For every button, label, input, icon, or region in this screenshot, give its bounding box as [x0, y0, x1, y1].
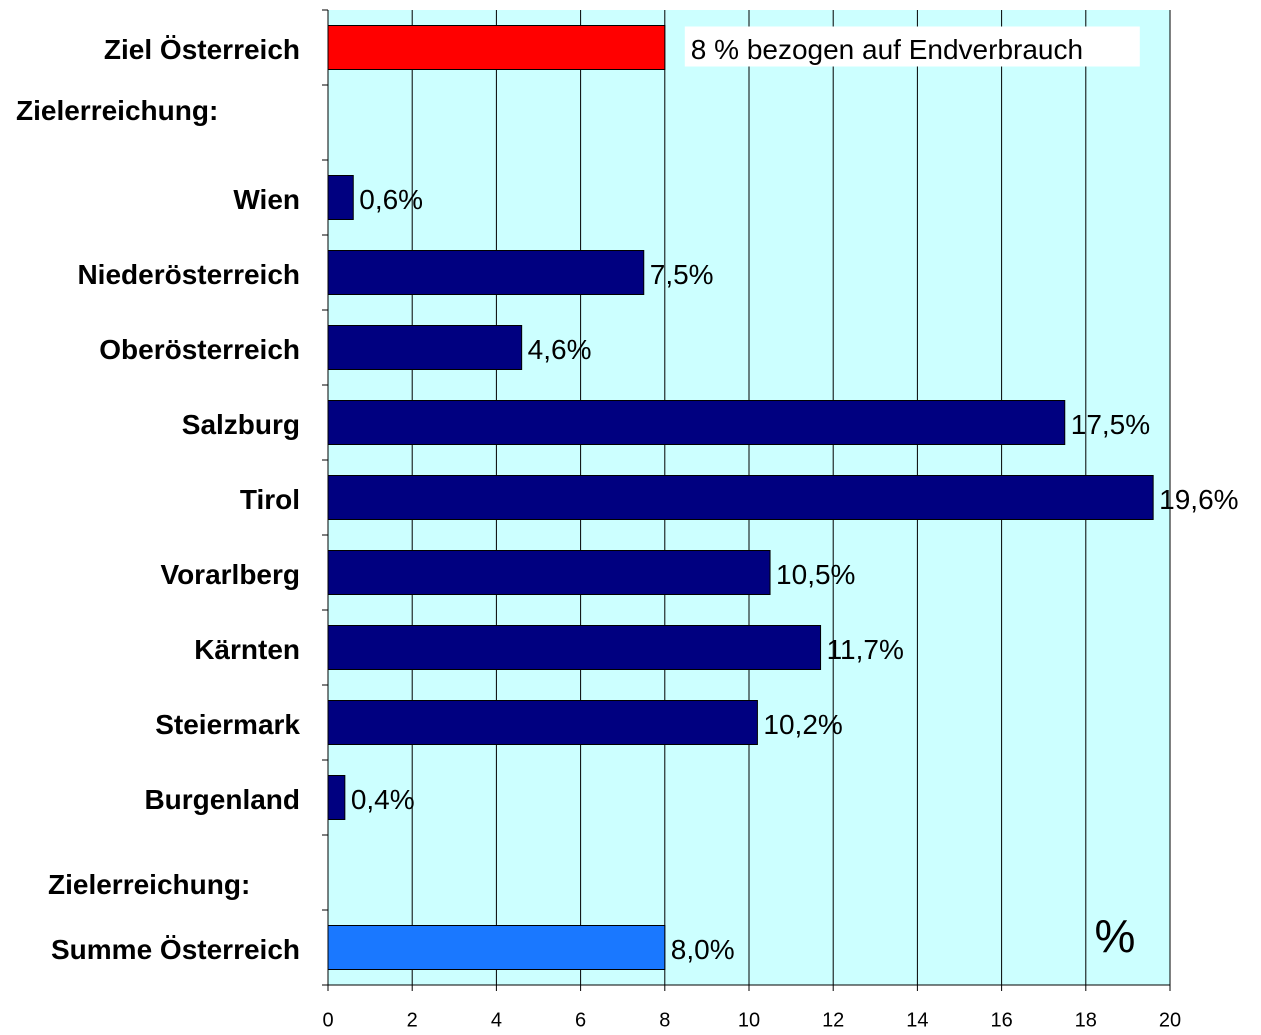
- x-tick-label: 14: [906, 1009, 928, 1030]
- value-label: 0,4%: [351, 784, 415, 815]
- value-label: 11,7%: [827, 634, 904, 665]
- value-label: 17,5%: [1071, 409, 1150, 440]
- x-tick-label: 16: [990, 1009, 1012, 1030]
- category-label: Ziel Österreich: [104, 34, 300, 65]
- value-label: 4,6%: [528, 334, 592, 365]
- category-label: Oberösterreich: [99, 334, 300, 365]
- x-tick-label: 6: [575, 1009, 586, 1030]
- category-label: Burgenland: [144, 784, 300, 815]
- x-tick-label: 2: [407, 1009, 418, 1030]
- label-box: [684, 26, 1140, 67]
- x-tick-label: 8: [659, 1009, 670, 1030]
- value-label: 8,0%: [671, 934, 735, 965]
- bar: [327, 775, 346, 820]
- annotation: %: [1095, 910, 1136, 962]
- category-label: Zielerreichung:: [48, 869, 250, 900]
- x-tick-label: 10: [738, 1009, 760, 1030]
- x-tick-label: 4: [491, 1009, 502, 1030]
- bar: [327, 400, 1066, 445]
- category-label: Summe Österreich: [51, 934, 300, 965]
- value-label: 7,5%: [650, 259, 714, 290]
- value-label: 10,5%: [776, 559, 855, 590]
- value-label: 8 % bezogen auf Endverbrauch: [691, 34, 1083, 65]
- value-label: 10,2%: [763, 709, 842, 740]
- bar: [327, 250, 645, 295]
- category-label: Wien: [233, 184, 300, 215]
- category-label: Vorarlberg: [160, 559, 300, 590]
- category-label: Tirol: [240, 484, 300, 515]
- x-tick-label: 12: [822, 1009, 844, 1030]
- bar: [327, 625, 822, 670]
- category-label: Kärnten: [194, 634, 300, 665]
- bar: [327, 175, 354, 220]
- x-tick-label: 18: [1075, 1009, 1097, 1030]
- category-label: Niederösterreich: [77, 259, 300, 290]
- bar: [327, 475, 1154, 520]
- x-tick-label: 0: [322, 1009, 333, 1030]
- category-label: Steiermark: [155, 709, 300, 740]
- bar: [327, 550, 771, 595]
- bar: [327, 325, 523, 370]
- x-tick-label: 20: [1159, 1009, 1181, 1030]
- value-label: 0,6%: [359, 184, 423, 215]
- value-label: 19,6%: [1159, 484, 1238, 515]
- bar: [327, 25, 666, 70]
- category-label: Zielerreichung:: [16, 95, 218, 126]
- category-label: Salzburg: [182, 409, 300, 440]
- bar: [327, 700, 758, 745]
- bar: [327, 925, 666, 970]
